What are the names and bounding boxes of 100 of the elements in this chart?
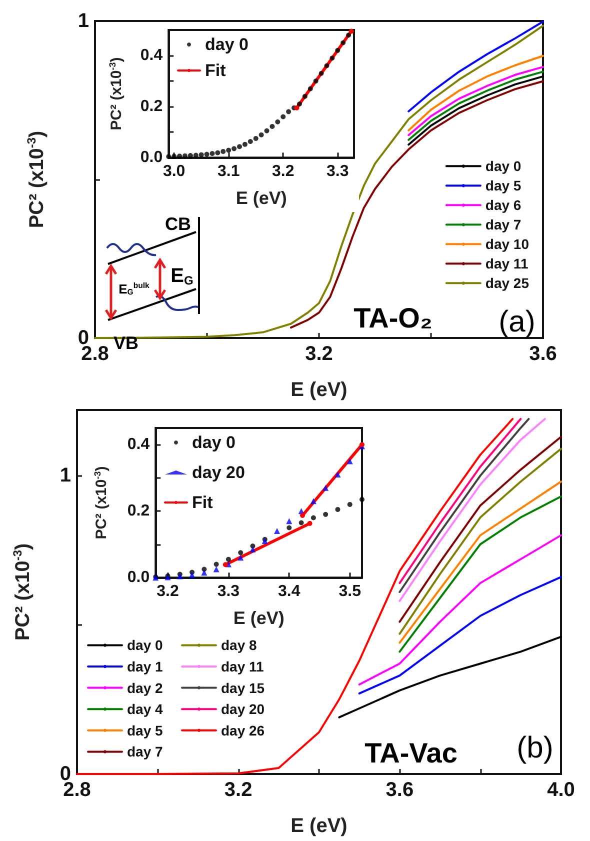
point	[215, 150, 220, 156]
point	[330, 56, 335, 61]
x-tick-label: 3.0	[162, 163, 186, 180]
point	[188, 153, 193, 158]
x-tick-label: 4.0	[547, 779, 575, 801]
legend-label: day 11	[485, 256, 528, 272]
x-axis-title: E (eV)	[290, 379, 348, 401]
point	[307, 520, 312, 526]
point	[250, 546, 256, 552]
line-series	[76, 418, 514, 775]
point	[270, 124, 275, 129]
point	[189, 572, 196, 578]
point	[262, 538, 268, 544]
point	[346, 32, 352, 38]
point	[286, 525, 292, 530]
legend-label: day 5	[485, 178, 522, 194]
y-tick-label: 1	[60, 464, 71, 487]
legend-label: day 25	[485, 275, 530, 292]
point	[300, 512, 306, 518]
point	[176, 573, 183, 580]
annotation: CB	[165, 214, 191, 234]
point	[313, 78, 318, 84]
point	[238, 554, 244, 561]
legend-label: day 4	[127, 701, 164, 718]
point	[280, 114, 286, 120]
point	[220, 148, 226, 154]
x-tick-label: 3.2	[272, 163, 294, 180]
line-series	[398, 418, 546, 602]
x-tick-label: 3.2	[224, 779, 252, 801]
legend-label: day 10	[485, 236, 530, 252]
annotation: TA-Vac	[364, 738, 458, 768]
point	[335, 506, 340, 512]
legend-label: day 7	[127, 744, 164, 760]
point	[258, 132, 264, 138]
legend-label: day 0	[192, 433, 236, 452]
y-tick-label: 0.4	[127, 436, 150, 454]
x-tick-label: 3.6	[529, 343, 557, 365]
legend-label: day 0	[127, 637, 164, 654]
point	[298, 520, 304, 526]
point	[310, 498, 316, 504]
point	[318, 70, 324, 76]
legend-label: day 5	[127, 722, 164, 738]
point	[322, 484, 329, 491]
point	[213, 566, 220, 572]
y-axis-title: PC² (x10-3)	[108, 57, 126, 130]
point	[348, 28, 354, 34]
point	[177, 154, 182, 159]
x-tick-label: 3.1	[217, 163, 240, 180]
legend-label: day 20	[192, 463, 245, 482]
y-tick-label: 0.0	[140, 149, 163, 166]
point	[226, 148, 232, 153]
legend-label: day 7	[485, 216, 522, 233]
point	[210, 151, 215, 156]
point	[201, 570, 208, 576]
point	[302, 94, 308, 99]
legend-label: day 11	[221, 658, 264, 674]
point	[248, 139, 253, 144]
point	[310, 515, 316, 520]
x-tick-label: 3.3	[217, 583, 240, 600]
line-series	[408, 54, 544, 132]
line-series	[408, 20, 544, 112]
point	[308, 86, 313, 92]
legend-label: day 20	[221, 701, 265, 718]
x-tick-label: 3.3	[326, 163, 349, 180]
x-axis-title: E (eV)	[233, 608, 284, 628]
legend-label: day 26	[221, 722, 265, 738]
y-axis-title: PC² (x10-3)	[92, 466, 110, 540]
annotation: VB	[113, 333, 139, 353]
y-tick-label: 0.0	[127, 569, 150, 586]
annotation: (b)	[516, 732, 554, 764]
point	[253, 136, 258, 141]
point	[334, 472, 341, 478]
annotation: TA-O₂	[354, 302, 432, 334]
point	[323, 512, 328, 517]
point	[346, 458, 353, 464]
legend-label: day 2	[127, 680, 164, 696]
point	[340, 40, 346, 46]
legend-label: day 0	[485, 158, 522, 174]
x-tick-label: 3.2	[156, 583, 179, 600]
y-tick-label: 0.2	[140, 98, 163, 116]
point	[222, 562, 228, 568]
point	[286, 109, 292, 114]
point	[275, 119, 280, 124]
point	[204, 152, 210, 157]
point	[232, 146, 237, 152]
legend-label: day 15	[221, 680, 265, 696]
x-tick-label: 3.5	[338, 583, 362, 600]
point	[347, 502, 352, 507]
point	[198, 152, 204, 158]
point	[264, 128, 270, 134]
x-axis-title: E (eV)	[236, 188, 287, 208]
point	[182, 153, 188, 158]
line-series	[338, 636, 562, 718]
point	[296, 102, 302, 107]
y-tick-label: 1	[78, 10, 89, 32]
annotation: (a)	[498, 306, 536, 338]
legend-label: Fit	[192, 493, 214, 512]
x-tick-label: 3.4	[278, 583, 300, 600]
y-axis-title: PC² (x10-3)	[24, 130, 48, 228]
point	[226, 556, 231, 562]
